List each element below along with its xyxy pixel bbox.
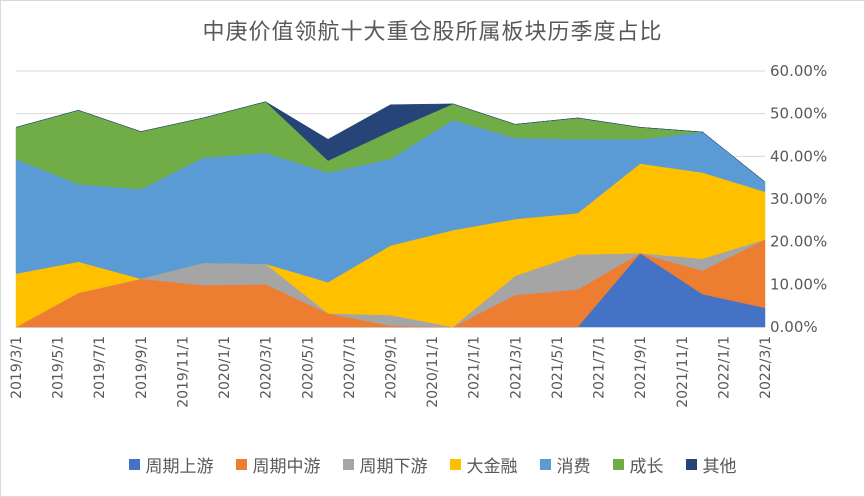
legend-item: 消费	[539, 452, 591, 477]
legend-swatch	[685, 459, 697, 470]
area-series	[15, 101, 766, 328]
legend-label: 周期下游	[359, 457, 428, 477]
legend-label: 成长	[629, 457, 664, 477]
y-tick-label: 50.00%	[770, 105, 827, 123]
x-tick-label: 2021/11/1	[675, 336, 691, 408]
chart-title: 中庚价值领航十大重仓股所属板块历季度占比	[202, 20, 663, 45]
area-series-其他	[15, 101, 766, 183]
x-tick-label: 2021/1/1	[467, 336, 483, 399]
y-tick-label: 30.00%	[770, 190, 827, 208]
x-tick-label: 2021/3/1	[508, 336, 524, 399]
x-tick-label: 2020/7/1	[342, 336, 358, 399]
legend-label: 消费	[556, 457, 591, 477]
legend-label: 周期上游	[145, 457, 214, 477]
x-tick-label: 2021/5/1	[550, 336, 566, 399]
x-tick-label: 2020/5/1	[300, 336, 316, 399]
x-tick-label: 2019/7/1	[92, 336, 108, 399]
x-tick-label: 2020/9/1	[384, 336, 400, 399]
y-tick-label: 20.00%	[770, 233, 827, 251]
x-tick-label: 2021/9/1	[633, 336, 649, 399]
x-tick-label: 2019/5/1	[51, 336, 67, 399]
x-tick-label: 2022/3/1	[758, 336, 774, 399]
legend-item: 其他	[685, 452, 737, 477]
x-tick-label: 2019/11/1	[175, 336, 191, 408]
legend-label: 大金融	[466, 457, 518, 477]
legend-swatch	[128, 459, 140, 470]
legend-swatch	[342, 459, 354, 470]
legend-item: 周期中游	[235, 452, 321, 477]
y-tick-label: 40.00%	[770, 147, 827, 165]
y-tick-label: 10.00%	[770, 275, 827, 293]
legend-swatch	[612, 459, 624, 470]
legend-item: 大金融	[449, 452, 518, 477]
x-tick-label: 2019/3/1	[9, 336, 25, 399]
legend: 周期上游 周期中游 周期下游 大金融 消费 成长 其他	[0, 452, 865, 477]
x-tick-label: 2019/9/1	[134, 336, 150, 399]
y-axis-ticks: 0.00% 10.00% 20.00% 30.00% 40.00% 50.00% 60.00…	[770, 62, 827, 336]
x-tick-label: 2020/3/1	[259, 336, 275, 399]
legend-swatch	[235, 459, 247, 470]
x-tick-label: 2020/11/1	[425, 336, 441, 408]
legend-item: 周期下游	[342, 452, 428, 477]
legend-item: 周期上游	[128, 452, 214, 477]
y-tick-label: 60.00%	[770, 62, 827, 80]
legend-swatch	[449, 459, 461, 470]
x-axis-ticks: 2019/3/1 2019/5/1 2019/7/1 2019/9/1 2019/11/…	[9, 336, 774, 408]
x-tick-label: 2021/7/1	[592, 336, 608, 399]
legend-item: 成长	[612, 452, 664, 477]
x-tick-label: 2022/1/1	[716, 336, 732, 399]
x-tick-label: 2020/1/1	[217, 336, 233, 399]
y-tick-label: 0.00%	[770, 318, 818, 336]
legend-swatch	[539, 459, 551, 470]
legend-label: 其他	[702, 457, 737, 477]
legend-label: 周期中游	[252, 457, 321, 477]
